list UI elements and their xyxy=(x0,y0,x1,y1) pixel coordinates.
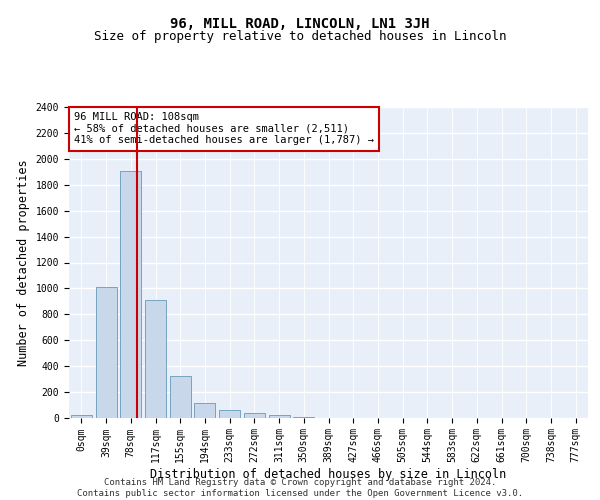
Bar xyxy=(244,414,265,418)
Bar xyxy=(71,415,92,418)
Text: 96 MILL ROAD: 108sqm
← 58% of detached houses are smaller (2,511)
41% of semi-de: 96 MILL ROAD: 108sqm ← 58% of detached h… xyxy=(74,112,374,146)
Bar xyxy=(194,404,215,417)
Bar xyxy=(269,415,290,418)
Bar xyxy=(120,171,141,418)
Bar xyxy=(145,300,166,418)
Bar xyxy=(95,287,116,418)
X-axis label: Distribution of detached houses by size in Lincoln: Distribution of detached houses by size … xyxy=(151,468,506,481)
Text: Size of property relative to detached houses in Lincoln: Size of property relative to detached ho… xyxy=(94,30,506,43)
Bar xyxy=(293,417,314,418)
Text: Contains HM Land Registry data © Crown copyright and database right 2024.
Contai: Contains HM Land Registry data © Crown c… xyxy=(77,478,523,498)
Bar xyxy=(170,376,191,418)
Y-axis label: Number of detached properties: Number of detached properties xyxy=(17,159,30,366)
Text: 96, MILL ROAD, LINCOLN, LN1 3JH: 96, MILL ROAD, LINCOLN, LN1 3JH xyxy=(170,18,430,32)
Bar xyxy=(219,410,240,418)
